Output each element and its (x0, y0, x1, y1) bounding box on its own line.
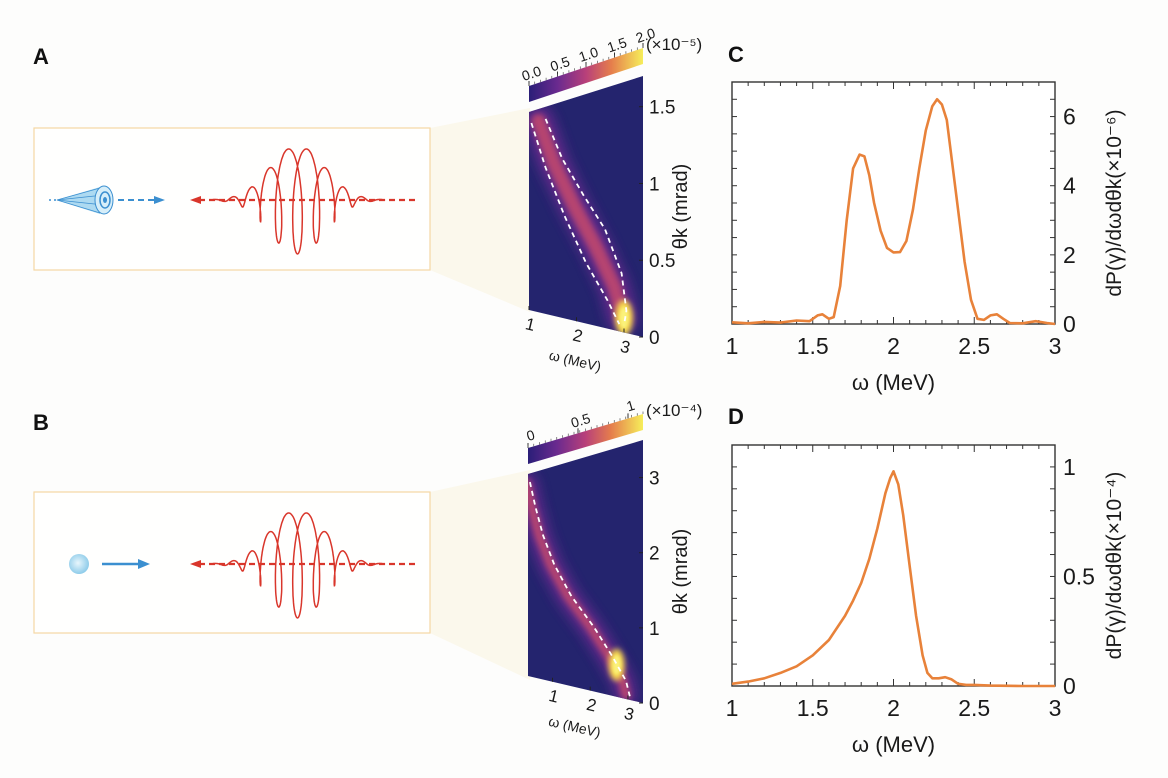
x-axis-title: ω (MeV) (852, 370, 935, 395)
laser-direction-arrowhead (190, 196, 201, 204)
laser-pulse-a (190, 148, 415, 255)
y-tick-label: 3 (649, 469, 660, 490)
colorbar-a (529, 48, 643, 102)
y-tick-label: 6 (1063, 104, 1076, 130)
dashed-boundary-right (544, 118, 628, 326)
y-tick-label: 0 (649, 328, 660, 349)
colorbar-a-ticks: 0.0 0.5 1.0 1.5 2.0 (520, 25, 658, 86)
x-tick-label: 3 (622, 704, 636, 725)
y-tick-label: 2 (1063, 242, 1076, 268)
intensity-peak-core (612, 655, 621, 675)
laser-helix-wave (209, 148, 386, 255)
series-line-spectrum (731, 470, 1055, 688)
panel-label-d: D (728, 404, 744, 429)
plot-frame (731, 444, 1056, 687)
x-tick-label: 2 (887, 333, 900, 359)
x-tick-label: 1.5 (797, 333, 829, 359)
y-axis-title: θk (mrad) (670, 164, 692, 250)
colorbar-tick-label: 2.0 (634, 25, 658, 46)
y-tick-label: 1.5 (649, 98, 675, 119)
colorbar-tick-label: 0.5 (569, 410, 592, 431)
heatmap-b-background (528, 440, 643, 703)
x-axis-title: ω (MeV) (852, 732, 935, 757)
panel-label-a: A (33, 44, 49, 69)
zoom-projection-a (430, 108, 530, 312)
y-tick-label: 0.5 (649, 251, 675, 272)
colorbar-tick-label: 0 (525, 426, 537, 444)
y-tick-label: 0.5 (1063, 563, 1095, 589)
colorbar-b-scale: (×10⁻⁴) (646, 401, 702, 420)
y-axis-title: θk (mrad) (670, 529, 692, 615)
colorbar-tick-label: 1.5 (605, 34, 629, 55)
electron-particle-icon (69, 554, 89, 574)
zoom-projection-b (430, 470, 530, 680)
plot-frame (731, 81, 1056, 325)
y-tick-label: 2 (649, 544, 660, 565)
panel-label-b: B (33, 410, 49, 435)
y-tick-label: 0 (1063, 311, 1076, 337)
laser-direction-arrowhead (190, 560, 201, 568)
y-tick-label: 0 (1063, 673, 1076, 699)
intensity-band-mid (531, 114, 630, 325)
y-axis-title: dP(γ)/dωdθk(×10⁻⁶) (1103, 109, 1126, 296)
x-tick-label: 2 (571, 326, 585, 347)
heatmap-a: 0.0 0.5 1.0 1.5 2.0 (×10⁻⁵) 00.511.5θk (mrad… (520, 25, 703, 375)
x-tick-label: 3 (618, 337, 632, 358)
x-axis-title: ω (MeV) (548, 347, 603, 375)
x-tick-label: 1.5 (797, 695, 829, 721)
x-tick-label: 2.5 (958, 333, 990, 359)
x-tick-label: 1 (726, 695, 739, 721)
laser-helix-wave (209, 512, 386, 619)
colorbar-tick-label: 0.0 (520, 63, 544, 84)
heatmap-b-axes: 0 1 2 3 θk (mrad) 1 2 3 ω (MeV) (547, 469, 692, 741)
schematic-box-b (33, 491, 431, 634)
x-tick-label: 1 (726, 333, 739, 359)
x-tick-label: 2 (585, 695, 599, 716)
x-tick-label: 1 (523, 314, 537, 335)
heatmap-b: 0 0.5 1 (×10⁻⁴) 0 1 2 3 θk (mrad) 1 2 3 ω (MeV) (525, 397, 703, 741)
panel-label-c: C (728, 42, 744, 67)
heatmap-a-intensity (529, 106, 638, 336)
x-tick-label: 3 (1049, 333, 1062, 359)
y-tick-label: 4 (1063, 173, 1076, 199)
x-tick-label: 2.5 (958, 695, 990, 721)
x-tick-label: 1 (547, 686, 561, 707)
intensity-peak-core (619, 306, 629, 329)
series-line-spectrum (731, 98, 1056, 326)
y-tick-label: 0 (649, 694, 660, 715)
colorbar-a-scale: (×10⁻⁵) (646, 35, 702, 54)
heatmap-a-dashed-boundaries (530, 118, 628, 326)
dashed-boundary-left (530, 122, 621, 325)
y-axis-title: dP(γ)/dωdθk(×10⁻⁴) (1103, 472, 1126, 660)
colorbar-b (528, 414, 643, 464)
spectrum-chart-c: 1 1.5 2 2.5 30 2 4 6 ω (MeV) dP(γ)/dωdθk(×10⁻⁶) (726, 81, 1126, 395)
colorbar-tick-label: 0.5 (548, 53, 572, 74)
y-tick-label: 1 (1063, 454, 1076, 480)
y-tick-label: 1 (649, 619, 660, 640)
x-tick-label: 2 (887, 695, 900, 721)
electron-direction-arrow-a (118, 196, 165, 204)
x-axis-title: ω (MeV) (547, 713, 602, 741)
electron-direction-arrow-b (102, 559, 150, 569)
colorbar-tick-label: 1.0 (577, 44, 601, 65)
colorbar-tick-label: 1 (625, 397, 637, 415)
x-tick-label: 3 (1049, 695, 1062, 721)
laser-pulse-b (190, 512, 415, 619)
electron-beam-cone-icon (49, 185, 114, 215)
spectrum-chart-d: 1 1.5 2 2.5 30 0.5 1 ω (MeV) dP(γ)/dωdθk(×10⁻⁴) (726, 444, 1126, 757)
y-tick-label: 1 (649, 174, 660, 195)
